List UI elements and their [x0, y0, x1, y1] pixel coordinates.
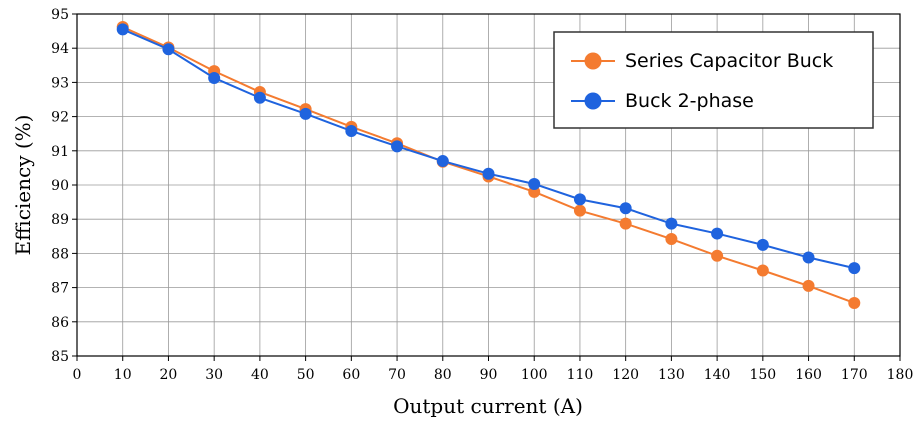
- data-point: [528, 177, 541, 190]
- y-tick-label: 93: [51, 75, 69, 91]
- legend-marker-buck-2-phase: [584, 92, 602, 110]
- data-point: [756, 264, 769, 277]
- data-point: [162, 43, 175, 56]
- x-tick-label: 130: [658, 367, 685, 383]
- data-point: [391, 140, 404, 153]
- y-tick-label: 89: [51, 212, 69, 228]
- x-tick-label: 20: [160, 367, 178, 383]
- x-tick-label: 30: [205, 367, 223, 383]
- y-tick-label: 86: [51, 315, 69, 331]
- x-tick-label: 60: [342, 367, 360, 383]
- data-point: [848, 262, 861, 275]
- data-point: [253, 91, 266, 104]
- data-point: [711, 227, 724, 240]
- y-tick-label: 88: [51, 246, 69, 262]
- data-point: [116, 23, 129, 36]
- x-tick-label: 80: [434, 367, 452, 383]
- data-point: [711, 249, 724, 262]
- data-point: [299, 107, 312, 120]
- series-buck-2-phase: [116, 23, 861, 275]
- y-tick-label: 94: [51, 41, 69, 57]
- x-tick-label: 110: [567, 367, 594, 383]
- x-tick-label: 40: [251, 367, 269, 383]
- x-tick-label: 140: [704, 367, 731, 383]
- x-tick-label: 10: [114, 367, 132, 383]
- series-layer: [116, 20, 861, 309]
- x-tick-label: 0: [73, 367, 82, 383]
- data-point: [436, 155, 449, 168]
- data-point: [345, 124, 358, 137]
- data-point: [665, 217, 678, 230]
- data-point: [573, 193, 586, 206]
- x-axis-title: Output current (A): [393, 394, 583, 418]
- y-tick-label: 90: [51, 178, 69, 194]
- x-tick-label: 90: [480, 367, 498, 383]
- data-point: [482, 167, 495, 180]
- x-tick-label: 100: [521, 367, 548, 383]
- x-tick-label: 70: [388, 367, 406, 383]
- data-point: [802, 279, 815, 292]
- data-point: [756, 238, 769, 251]
- y-tick-label: 85: [51, 349, 69, 365]
- legend-marker-series-capacitor-buck: [584, 52, 602, 70]
- x-axis-ticks: 0 10 20 30 40 50 60 70 80 90 100 110 120 130 140 150 160…: [73, 356, 914, 383]
- data-point: [802, 251, 815, 264]
- x-tick-label: 150: [749, 367, 776, 383]
- y-tick-label: 95: [51, 7, 69, 23]
- data-point: [848, 296, 861, 309]
- x-tick-label: 170: [841, 367, 868, 383]
- y-tick-label: 92: [51, 110, 69, 126]
- x-tick-label: 180: [887, 367, 914, 383]
- x-tick-label: 120: [612, 367, 639, 383]
- y-tick-label: 87: [51, 281, 69, 297]
- data-point: [665, 233, 678, 246]
- y-tick-label: 91: [51, 144, 69, 160]
- data-point: [619, 217, 632, 230]
- y-axis-ticks: 85 86 87 88 89 90 91 92 93 94 95: [51, 7, 77, 365]
- data-point: [208, 71, 221, 84]
- y-axis-title: Efficiency (%): [11, 115, 35, 256]
- data-point: [619, 202, 632, 215]
- legend-box: [553, 31, 874, 129]
- legend-label-buck-2-phase: Buck 2-phase: [625, 90, 754, 112]
- data-point: [573, 204, 586, 217]
- legend: Series Capacitor Buck Buck 2-phase: [553, 31, 874, 129]
- x-tick-label: 160: [795, 367, 822, 383]
- x-tick-label: 50: [297, 367, 315, 383]
- legend-label-series-capacitor-buck: Series Capacitor Buck: [625, 50, 833, 72]
